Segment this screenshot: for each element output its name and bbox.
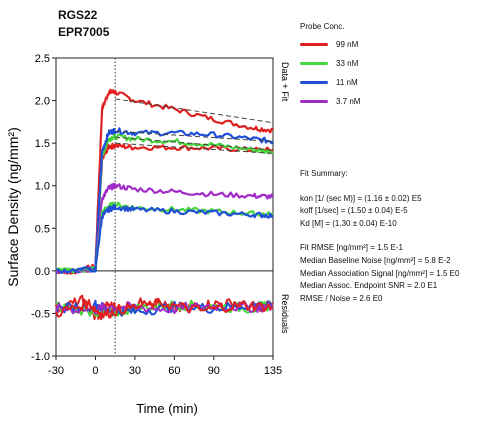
chart-series — [55, 88, 274, 321]
legend-entry-3-7nm: 3.7 nM — [300, 92, 360, 111]
x-tick-label: 135 — [264, 365, 282, 377]
fit-line — [115, 136, 274, 151]
legend-swatch — [300, 81, 328, 84]
y-tick-label: 2.0 — [35, 96, 50, 108]
legend-entry-99nm: 99 nM — [300, 35, 360, 54]
y-tick-label: 0.0 — [35, 266, 50, 278]
y-tick-label: -1.0 — [31, 351, 50, 363]
legend-label: 3.7 nM — [336, 97, 361, 106]
series-line — [55, 182, 274, 274]
legend-label: 99 nM — [336, 40, 359, 49]
legend-swatch — [300, 62, 328, 65]
x-tick-label: 30 — [129, 365, 141, 377]
legend-label: 11 nM — [336, 78, 358, 87]
y-tick-label: 1.5 — [35, 138, 50, 150]
right-label-residuals: Residuals — [280, 294, 290, 334]
fit-line — [115, 130, 274, 142]
y-tick-label: -0.5 — [31, 308, 50, 320]
fit-summary-title: Fit Summary: — [300, 169, 348, 178]
x-tick-label: 60 — [168, 365, 180, 377]
legend: Probe Conc. 99 nM 33 nM 11 nM 3.7 nM — [300, 22, 360, 111]
legend-label: 33 nM — [336, 59, 359, 68]
fit-endpoint-snr: Median Assoc. Endpoint SNR = 2.0 E1 — [300, 281, 438, 291]
y-axis-label: Surface Density (ng/mm²) — [5, 127, 21, 286]
x-tick-label: 0 — [92, 365, 98, 377]
residual-line — [55, 297, 274, 321]
series-line — [55, 127, 274, 275]
right-label-data-fit: Data + Fit — [280, 62, 290, 102]
legend-swatch — [300, 43, 328, 46]
fit-kon: kon [1/ (sec M)] = (1.16 ± 0.02) E5 — [300, 193, 422, 203]
y-tick-label: 2.5 — [35, 53, 50, 65]
fit-rmse-noise: RMSE / Noise = 2.6 E0 — [300, 293, 383, 303]
fit-line — [115, 142, 274, 154]
series-line — [55, 204, 274, 275]
legend-title: Probe Conc. — [300, 22, 345, 31]
x-axis-label: Time (min) — [136, 401, 198, 416]
residual-line — [55, 299, 274, 317]
chart-title-line2: EPR7005 — [58, 25, 110, 39]
legend-entry-33nm: 33 nM — [300, 54, 360, 73]
x-tick-label: -30 — [48, 365, 64, 377]
fit-rmse: Fit RMSE [ng/mm²] = 1.5 E-1 — [300, 243, 403, 253]
x-tick-label: 90 — [208, 365, 220, 377]
y-tick-label: 0.5 — [35, 223, 50, 235]
chart-title-line1: RGS22 — [58, 8, 98, 22]
y-tick-label: 1.0 — [35, 181, 50, 193]
fit-koff: koff [1/sec] = (1.50 ± 0.04) E-5 — [300, 206, 408, 216]
legend-swatch — [300, 100, 328, 103]
fit-summary: Fit Summary: kon [1/ (sec M)] = (1.16 ± … — [300, 168, 459, 305]
chart-axes: -1.0 -0.5 0.0 0.5 1.0 1.5 2.0 2.5 -30 0 30 60 90 135 — [31, 53, 282, 377]
legend-entry-11nm: 11 nM — [300, 73, 360, 92]
fit-line — [115, 98, 274, 124]
fit-baseline-noise: Median Baseline Noise [ng/mm²] = 5.8 E-2 — [300, 255, 451, 265]
fit-assoc-signal: Median Association Signal [ng/mm²] = 1.5… — [300, 268, 460, 278]
fit-kd: Kd [M] = (1.30 ± 0.04) E-10 — [300, 218, 397, 228]
